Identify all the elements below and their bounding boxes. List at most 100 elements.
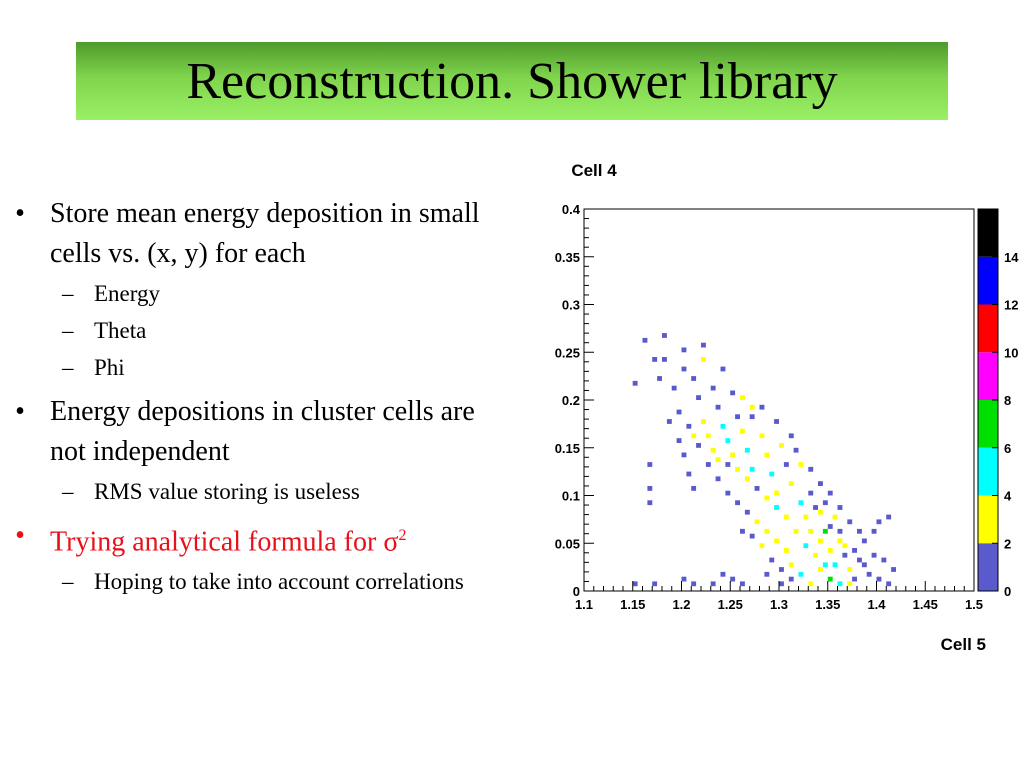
palette-swatch bbox=[978, 352, 998, 400]
heatmap-cell bbox=[788, 433, 794, 439]
y-tick-label: 0.25 bbox=[555, 345, 580, 360]
heatmap-cell bbox=[681, 366, 687, 372]
heatmap-cell bbox=[681, 452, 687, 458]
heatmap-cell bbox=[788, 562, 794, 568]
bullet-3: • Trying analytical formula for σ2 bbox=[10, 516, 510, 562]
heatmap-cell bbox=[715, 404, 721, 410]
heatmap-cell bbox=[735, 466, 740, 472]
heatmap-cell bbox=[847, 567, 853, 572]
palette-swatch bbox=[978, 543, 998, 591]
heatmap-cell bbox=[876, 576, 882, 582]
heatmap-cell bbox=[647, 486, 653, 491]
heatmap-cell bbox=[725, 490, 731, 496]
heatmap-cell bbox=[857, 557, 862, 563]
heatmap-cell bbox=[735, 414, 740, 420]
y-tick-label: 0.15 bbox=[555, 441, 580, 456]
sub-bullet: – Theta bbox=[62, 318, 147, 343]
palette-tick-label: 10 bbox=[1004, 345, 1018, 360]
heatmap-cell bbox=[837, 528, 843, 534]
heatmap-cell bbox=[759, 433, 765, 439]
heatmap-cell bbox=[764, 528, 770, 534]
heatmap-cell bbox=[847, 581, 853, 587]
heatmap-cell bbox=[769, 557, 775, 563]
y-tick-label: 0.35 bbox=[555, 250, 580, 265]
heatmap-cell bbox=[676, 438, 682, 443]
heatmap-cell bbox=[832, 562, 838, 568]
heatmap-cell bbox=[647, 462, 653, 467]
heatmap-cell bbox=[666, 419, 672, 424]
heatmap-cell bbox=[842, 552, 848, 558]
heatmap-cell bbox=[798, 500, 804, 506]
x-tick-label: 1.45 bbox=[913, 597, 938, 612]
heatmap-cell bbox=[657, 376, 662, 381]
heatmap-cell bbox=[798, 571, 804, 577]
heatmap-cell bbox=[818, 538, 823, 544]
bullet-1-text: Store mean energy deposition in small ce… bbox=[50, 198, 480, 269]
heatmap-cell bbox=[774, 538, 779, 544]
heatmap-cell bbox=[696, 395, 701, 400]
heatmap-cell bbox=[676, 409, 682, 415]
heatmap-cell bbox=[691, 486, 697, 491]
palette-swatch bbox=[978, 447, 998, 496]
heatmap-cell bbox=[822, 500, 828, 506]
heatmap-cell bbox=[642, 337, 648, 343]
bullet-3-superscript: 2 bbox=[398, 527, 407, 544]
bullet-dot: • bbox=[15, 520, 25, 551]
heatmap-cell bbox=[725, 438, 731, 443]
heatmap-cell bbox=[783, 548, 789, 553]
x-tick-label: 1.15 bbox=[620, 597, 645, 612]
heatmap-cell bbox=[861, 538, 867, 544]
heatmap-cell bbox=[744, 509, 750, 515]
heatmap-cell bbox=[783, 514, 789, 520]
y-tick-label: 0 bbox=[573, 584, 580, 599]
heatmap-cell bbox=[740, 428, 745, 434]
heatmap-cell bbox=[730, 576, 736, 582]
heatmap-cell bbox=[705, 462, 711, 467]
heatmap-cell bbox=[696, 443, 701, 448]
heatmap-cell bbox=[715, 457, 721, 463]
heatmap-cell bbox=[720, 366, 726, 372]
axes: 1.1 1.15 1.2 1.25 1.3 1.35 1.4 1.45 1.5 0 0.05 0.1 0… bbox=[555, 202, 983, 612]
x-tick-label: 1.5 bbox=[965, 597, 983, 612]
heatmap-cell bbox=[754, 519, 760, 525]
heatmap-cell bbox=[740, 528, 745, 534]
heatmap-cell bbox=[769, 471, 775, 477]
heatmap-cell bbox=[788, 481, 794, 486]
heatmap-cell bbox=[842, 543, 848, 549]
heatmap-cell bbox=[808, 490, 814, 496]
x-tick-label: 1.2 bbox=[672, 597, 690, 612]
palette-tick-label: 8 bbox=[1004, 393, 1011, 408]
x-tick-label: 1.4 bbox=[867, 597, 886, 612]
heatmap-cell bbox=[861, 562, 867, 568]
heatmap-cell bbox=[774, 505, 779, 510]
heatmap-cell bbox=[832, 514, 838, 520]
heatmap-cell bbox=[827, 576, 833, 582]
heatmap-cell bbox=[827, 490, 833, 496]
heatmap-cell bbox=[632, 581, 638, 587]
heatmap-cell bbox=[681, 576, 687, 582]
bullet-list: • Store mean energy deposition in small … bbox=[10, 190, 510, 603]
y-tick-label: 0.2 bbox=[562, 393, 580, 408]
heatmap-cell bbox=[740, 395, 745, 400]
heatmap-cell bbox=[662, 357, 667, 362]
palette-tick-label: 0 bbox=[1004, 584, 1011, 599]
heatmap-cell bbox=[779, 443, 784, 448]
heatmap-cell bbox=[808, 581, 814, 587]
heatmap-cell bbox=[681, 347, 687, 353]
heatmap-cell bbox=[652, 357, 658, 362]
heatmap-cell bbox=[759, 404, 765, 410]
heatmap-cell bbox=[813, 552, 818, 558]
heatmap-cell bbox=[813, 505, 818, 510]
sub-bullet: – Energy bbox=[62, 281, 161, 306]
bullet-3-text: Trying analytical formula for σ bbox=[50, 526, 399, 558]
x-tick-label: 1.3 bbox=[770, 597, 788, 612]
heatmap-cell bbox=[857, 528, 862, 534]
sub-bullet-text: RMS value storing is useless bbox=[94, 479, 360, 504]
sub-bullet: – Hoping to take into account correlation… bbox=[62, 569, 464, 595]
heatmap-cell bbox=[818, 481, 823, 486]
heatmap-cell bbox=[827, 548, 833, 553]
heatmap-cell bbox=[725, 462, 731, 467]
heatmap-cell bbox=[691, 376, 697, 381]
heatmap-cell bbox=[686, 471, 692, 477]
heatmap-cell bbox=[837, 581, 843, 587]
